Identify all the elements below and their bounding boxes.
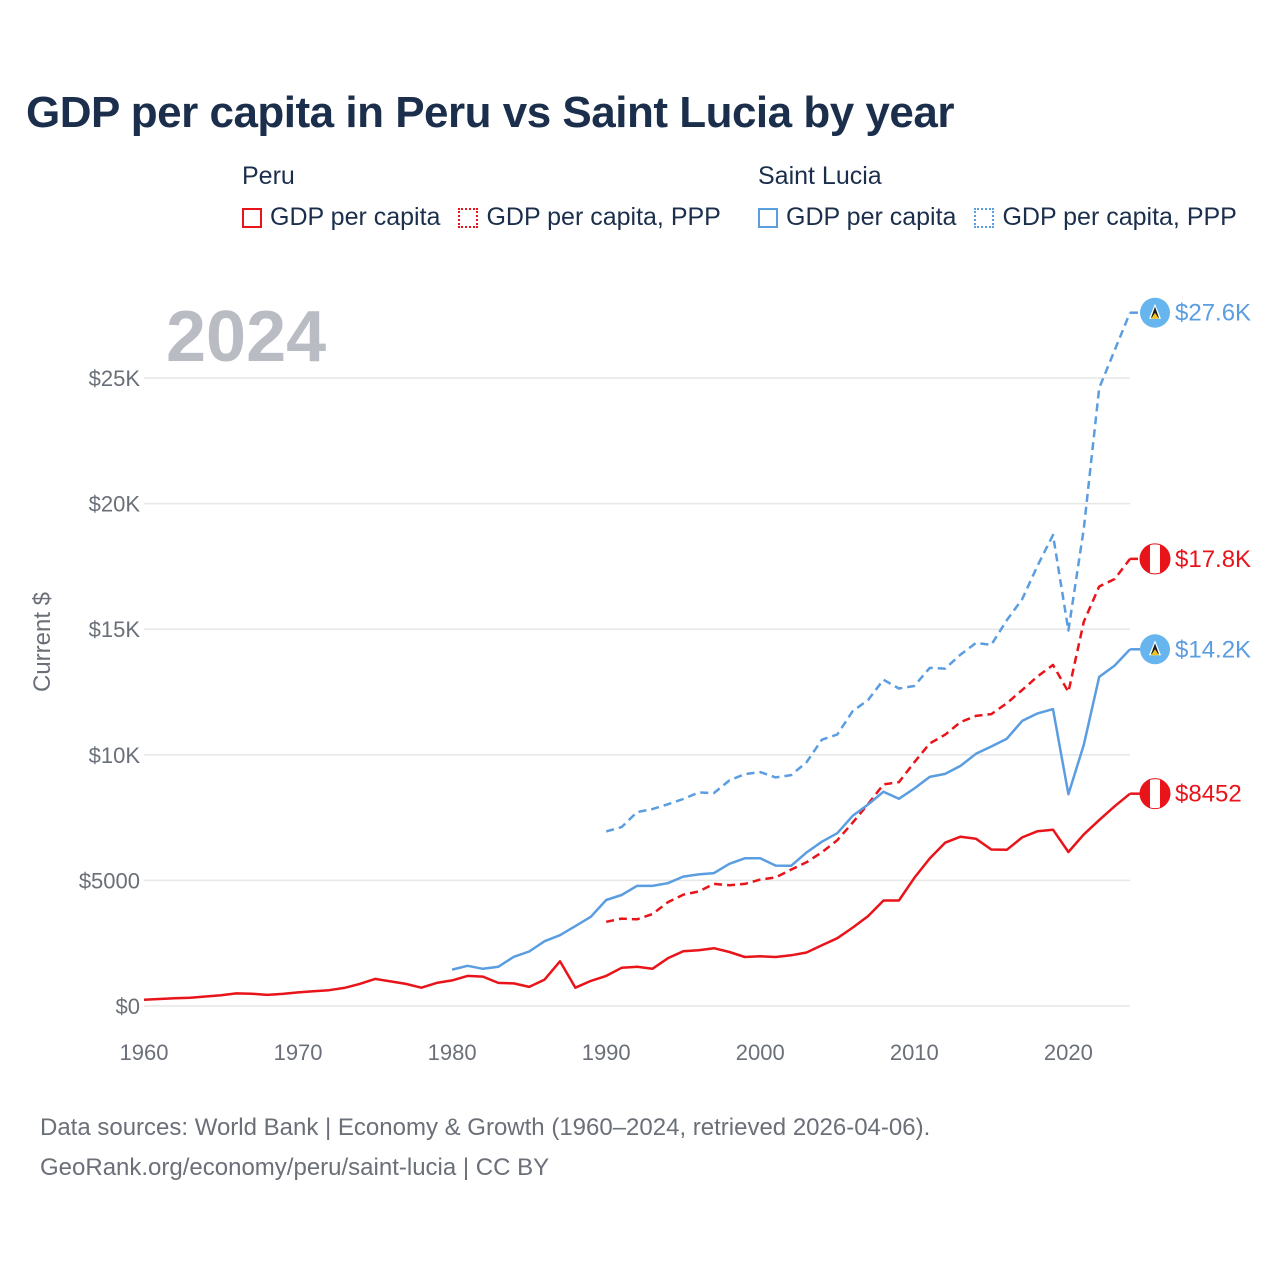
y-tick-label: $0 (116, 994, 140, 1019)
series-line[interactable] (143, 792, 1131, 1001)
gridlines (144, 377, 1130, 1007)
series-line[interactable] (451, 648, 1131, 971)
peru-flag-icon (1139, 778, 1171, 810)
peru-flag-icon (1139, 543, 1171, 575)
x-tick-label: 2010 (890, 1040, 939, 1065)
series-line-dashed[interactable] (605, 558, 1131, 924)
series-end-labels: $8452 $17.8K $14.2K $27.6K (1130, 297, 1251, 810)
y-axis-title: Current $ (29, 592, 56, 692)
y-tick-label: $15K (89, 617, 141, 642)
legend-item-peru-gdp[interactable]: GDP per capita (242, 203, 440, 232)
legend-group-title: Saint Lucia (758, 162, 882, 190)
line-chart: 2024 $0 $5000 $10K $15K $20K $25K 1960 1970 198… (29, 297, 1251, 1065)
saint-lucia-flag-icon (1140, 297, 1170, 328)
x-tick-label: 2000 (736, 1040, 785, 1065)
x-tick-label: 1960 (120, 1040, 169, 1065)
legend-item-saint-lucia-gdp[interactable]: GDP per capita (758, 203, 956, 232)
series-end-value: $8452 (1175, 781, 1242, 808)
legend-swatch-dashed-icon (458, 207, 479, 228)
x-tick-label: 2020 (1044, 1040, 1093, 1065)
legend-group-title: Peru (242, 162, 295, 190)
y-tick-label: $20K (89, 492, 141, 517)
series-lines (143, 312, 1132, 1001)
year-watermark: 2024 (166, 297, 326, 377)
footer-link[interactable]: GeoRank.org/economy/peru/saint-lucia | C… (40, 1154, 550, 1181)
series-end-value: $14.2K (1175, 636, 1251, 663)
footer: Data sources: World Bank | Economy & Gro… (40, 1108, 930, 1188)
legend-item-label: GDP per capita, PPP (1002, 203, 1237, 231)
legend-item-peru-gdp-ppp[interactable]: GDP per capita, PPP (458, 203, 721, 232)
legend-swatch-dashed-icon (974, 207, 995, 228)
legend-group-peru: Peru GDP per capita GDP per capita, PPP (242, 162, 721, 232)
x-axis-ticks: 1960 1970 1980 1990 2000 2010 2020 (120, 1040, 1093, 1065)
legend-swatch-solid-icon (758, 207, 778, 228)
footer-sources: Data sources: World Bank | Economy & Gro… (40, 1114, 931, 1141)
legend-group-saint-lucia: Saint Lucia GDP per capita GDP per capit… (758, 162, 1237, 232)
x-tick-label: 1990 (582, 1040, 631, 1065)
series-end-value: $27.6K (1175, 300, 1251, 327)
y-tick-label: $25K (89, 366, 141, 391)
y-tick-label: $5000 (79, 868, 140, 893)
series-end-value: $17.8K (1175, 546, 1251, 573)
saint-lucia-flag-icon (1140, 634, 1170, 665)
legend-item-saint-lucia-gdp-ppp[interactable]: GDP per capita, PPP (974, 203, 1237, 232)
x-tick-label: 1980 (428, 1040, 477, 1065)
series-line-dashed[interactable] (605, 312, 1132, 833)
y-axis-ticks: $0 $5000 $10K $15K $20K $25K (79, 366, 141, 1019)
x-tick-label: 1970 (274, 1040, 323, 1065)
legend-item-label: GDP per capita (786, 203, 957, 231)
chart-title: GDP per capita in Peru vs Saint Lucia by… (26, 88, 954, 137)
legend-item-label: GDP per capita, PPP (486, 203, 721, 231)
legend-item-label: GDP per capita (270, 203, 441, 231)
y-tick-label: $10K (89, 743, 141, 768)
legend-swatch-solid-icon (242, 207, 262, 228)
